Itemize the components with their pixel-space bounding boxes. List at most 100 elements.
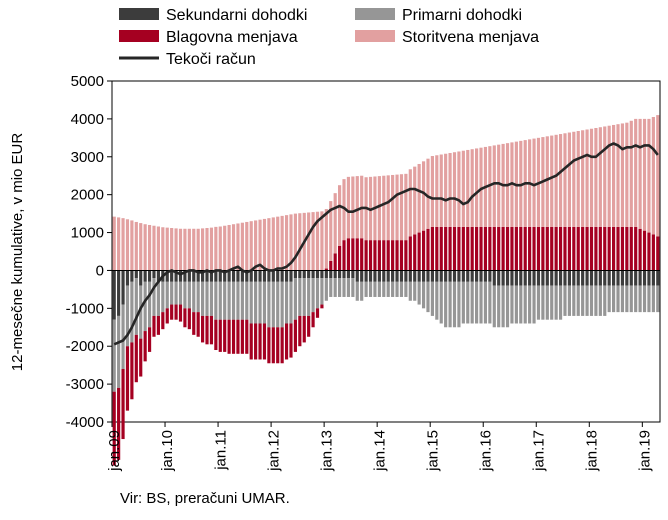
bar-blagovna-83 [479, 226, 483, 271]
bar-blagovna-9 [152, 315, 156, 337]
bar-sekundarni-79 [461, 270, 465, 282]
bar-storitvena-11 [161, 227, 165, 271]
bar-primarni-98 [545, 285, 549, 320]
bar-storitvena-29 [240, 222, 244, 271]
bar-storitvena-24 [218, 226, 222, 271]
bar-storitvena-50 [333, 193, 337, 254]
bar-sekundarni-92 [519, 270, 523, 286]
bar-sekundarni-13 [170, 270, 174, 282]
bar-storitvena-103 [567, 132, 571, 227]
source-note: Vir: BS, preračuni UMAR. [120, 490, 290, 507]
bar-sekundarni-39 [284, 270, 289, 282]
bar-blagovna-63 [391, 240, 395, 271]
bar-primarni-74 [439, 281, 443, 324]
bar-blagovna-119 [638, 228, 642, 271]
bar-primarni-102 [563, 285, 567, 316]
bar-blagovna-30 [245, 319, 249, 354]
y-tick-label-8: 4000 [71, 111, 104, 128]
bar-blagovna-117 [629, 226, 633, 271]
bar-sekundarni-82 [475, 270, 479, 282]
bar-blagovna-42 [298, 315, 302, 347]
bar-storitvena-36 [271, 217, 275, 271]
bar-primarni-52 [342, 278, 346, 297]
bar-storitvena-95 [532, 138, 536, 227]
bar-storitvena-22 [209, 227, 214, 271]
plot-frame [111, 80, 661, 423]
bar-sekundarni-101 [558, 270, 563, 286]
bar-blagovna-2 [121, 368, 125, 440]
bar-blagovna-33 [258, 323, 262, 360]
bar-blagovna-24 [218, 319, 222, 352]
bar-blagovna-73 [435, 226, 439, 271]
bar-primarni-122 [651, 285, 655, 313]
bar-primarni-33 [258, 281, 262, 324]
bar-blagovna-54 [351, 238, 355, 271]
bar-primarni-81 [470, 281, 474, 324]
bar-primarni-90 [510, 285, 514, 324]
bar-blagovna-1 [117, 387, 121, 460]
bar-storitvena-23 [214, 226, 218, 271]
bar-primarni-22 [209, 281, 214, 316]
bar-sekundarni-68 [413, 270, 417, 282]
plot-area: -4000 -3000 -2000 -1000 0 1000 2000 3000 4000 500… [66, 73, 661, 472]
bar-primarni-123 [656, 285, 660, 313]
bar-storitvena-42 [298, 213, 302, 271]
bar-blagovna-113 [612, 226, 616, 271]
bar-storitvena-12 [165, 227, 169, 271]
bar-blagovna-101 [558, 226, 563, 271]
bar-sekundarni-58 [368, 270, 373, 282]
bar-blagovna-89 [505, 226, 510, 271]
bar-storitvena-2 [121, 218, 125, 271]
bar-blagovna-76 [448, 226, 452, 271]
bar-blagovna-92 [519, 226, 523, 271]
bar-sekundarni-64 [395, 270, 399, 282]
y-tick-label-0: -4000 [66, 414, 104, 431]
bar-storitvena-10 [156, 226, 160, 271]
bar-blagovna-8 [147, 327, 152, 352]
bar-sekundarni-50 [333, 270, 337, 279]
bar-blagovna-60 [377, 240, 381, 271]
x-tick-label-8: jan.17 [530, 430, 547, 472]
bar-storitvena-8 [147, 224, 152, 271]
legend-label-storitvena: Storitvena menjava [402, 29, 539, 46]
bar-sekundarni-87 [497, 270, 501, 286]
bar-storitvena-63 [391, 174, 395, 241]
bar-primarni-100 [554, 285, 558, 320]
bar-primarni-88 [501, 285, 505, 328]
bar-sekundarni-75 [444, 270, 448, 282]
bar-primarni-118 [634, 285, 638, 313]
bar-blagovna-39 [284, 323, 289, 360]
bar-blagovna-15 [178, 304, 183, 322]
bar-primarni-41 [293, 278, 297, 320]
bar-blagovna-46 [315, 308, 320, 318]
bar-sekundarni-84 [483, 270, 488, 282]
bar-primarni-82 [475, 281, 479, 324]
bar-sekundarni-6 [139, 270, 143, 286]
bar-blagovna-71 [426, 228, 430, 271]
bar-blagovna-81 [470, 226, 474, 271]
bar-primarni-32 [254, 281, 258, 324]
bar-blagovna-112 [607, 226, 611, 271]
bar-blagovna-55 [355, 238, 359, 271]
bar-primarni-36 [271, 281, 275, 328]
bar-blagovna-107 [585, 226, 589, 271]
bar-sekundarni-41 [293, 270, 297, 279]
bar-sekundarni-7 [143, 270, 147, 282]
legend-swatch-blagovna [119, 30, 159, 42]
bar-primarni-50 [333, 278, 337, 297]
bar-sekundarni-95 [532, 270, 536, 286]
bar-primarni-56 [360, 281, 364, 301]
y-tick-label-7: 3000 [71, 149, 104, 166]
bar-primarni-8 [147, 281, 152, 328]
legend-item-blagovna: Blagovna menjava [119, 29, 298, 46]
bar-primarni-13 [170, 281, 174, 305]
bar-primarni-53 [346, 278, 351, 297]
bar-blagovna-88 [501, 226, 505, 271]
bar-storitvena-107 [585, 129, 589, 227]
legend: Sekundarni dohodki Primarni dohodki Blag… [119, 7, 539, 68]
bar-blagovna-64 [395, 240, 399, 271]
bar-sekundarni-1 [117, 270, 121, 316]
bar-sekundarni-52 [342, 270, 346, 279]
bar-sekundarni-119 [638, 270, 642, 286]
bar-primarni-77 [452, 281, 457, 328]
